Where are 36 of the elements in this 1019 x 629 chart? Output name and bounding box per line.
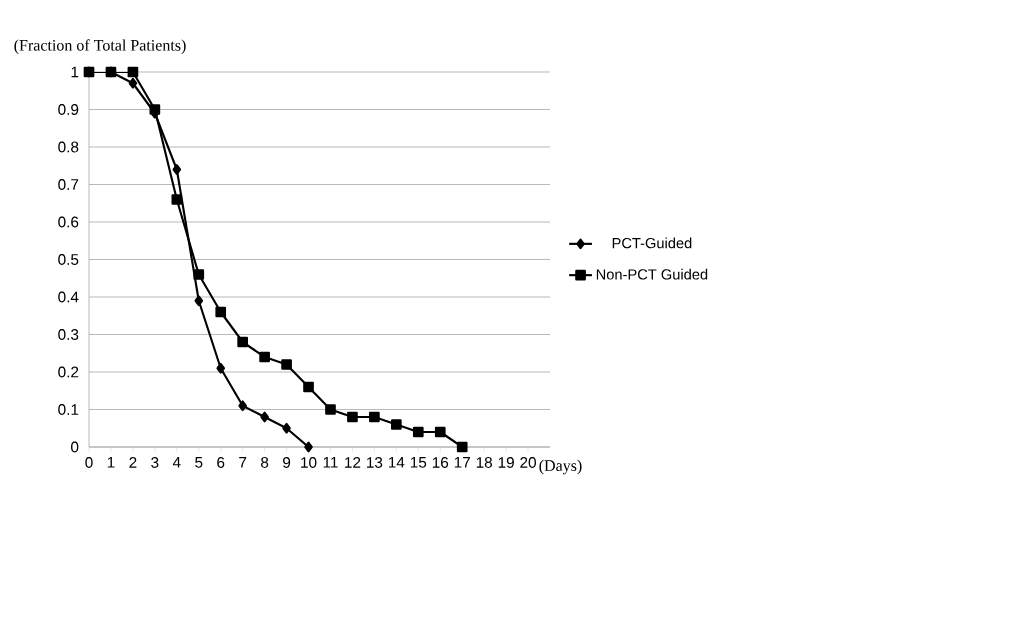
x-tick-label: 0 <box>85 457 93 468</box>
x-tick-label: 11 <box>323 457 338 468</box>
x-tick-label: 13 <box>367 457 383 468</box>
y-tick-label: 0.4 <box>58 291 79 303</box>
x-tick-label: 2 <box>129 457 137 468</box>
y-tick-label: 0.3 <box>58 329 79 340</box>
x-tick-label: 8 <box>261 457 269 468</box>
x-tick-label: 3 <box>151 457 159 468</box>
x-tick-label: 20 <box>520 457 536 468</box>
x-tick-label: 9 <box>283 457 291 468</box>
y-tick-label: 1 <box>71 66 79 78</box>
y-tick-label: 0.6 <box>58 216 79 228</box>
y-tick-label: 0.2 <box>58 366 79 378</box>
x-axis-title: (Days) <box>539 459 582 475</box>
x-tick-label: 18 <box>476 457 493 468</box>
y-tick-label: 0.9 <box>58 104 79 115</box>
y-tick-label: 0.7 <box>58 179 79 190</box>
x-tick-label: 6 <box>217 457 225 468</box>
y-axis-title: (Fraction of Total Patients) <box>14 39 186 54</box>
y-tick-label: 0 <box>71 441 79 453</box>
x-tick-label: 12 <box>345 457 361 468</box>
x-tick-label: 7 <box>239 457 247 468</box>
legend-label: PCT-Guided <box>612 237 692 249</box>
y-tick-label: 0.5 <box>58 254 79 265</box>
x-tick-label: 10 <box>301 457 317 468</box>
x-tick-label: 5 <box>195 457 203 468</box>
x-tick-label: 15 <box>410 457 427 468</box>
x-tick-label: 16 <box>432 457 449 468</box>
y-tick-label: 0.8 <box>58 141 79 153</box>
x-tick-label: 14 <box>388 457 405 468</box>
x-tick-label: 4 <box>172 457 181 468</box>
x-tick-label: 19 <box>498 457 514 468</box>
x-tick-label: 17 <box>454 457 470 468</box>
x-tick-label: 1 <box>107 457 115 468</box>
y-tick-label: 0.1 <box>58 404 79 415</box>
legend-label: Non-PCT Guided <box>596 268 708 280</box>
